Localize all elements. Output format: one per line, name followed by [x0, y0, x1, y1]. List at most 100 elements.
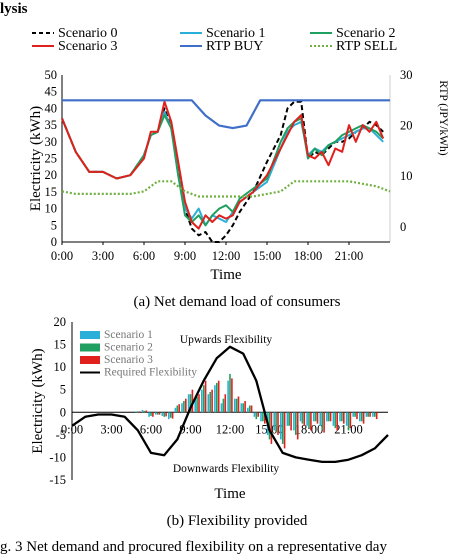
legend-b-swatch-2 — [80, 356, 100, 364]
a-xtick-2: 6:00 — [133, 249, 155, 263]
b-bar-scenario-3-13 — [224, 394, 227, 413]
a-y2tick-0: 0 — [400, 220, 406, 234]
b-bar-scenario-3-24 — [296, 412, 299, 440]
b-xtick-3: 9:00 — [179, 422, 201, 436]
a-series-line-scenario-2 — [61, 114, 384, 227]
b-bar-scenario-3-10 — [204, 380, 207, 413]
b-bar-scenario-1-3 — [154, 412, 157, 415]
b-bar-scenario-3-33 — [356, 412, 358, 420]
b-bar-scenario-1-6 — [174, 407, 177, 413]
a-series-line-rtp-sell — [61, 180, 391, 198]
b-bar-scenario-2-17 — [248, 405, 251, 413]
b-bar-scenario-3-20 — [270, 412, 273, 444]
b-bar-scenario-1-23 — [286, 412, 289, 426]
b-bar-scenario-3-25 — [303, 412, 306, 426]
a-xtick-6: 18:00 — [294, 249, 322, 263]
b-ytick-7: 20 — [54, 315, 67, 329]
b-bar-scenario-1-2 — [148, 412, 150, 417]
b-bar-scenario-3-4 — [165, 412, 167, 417]
b-bar-scenario-2-22 — [281, 412, 284, 444]
a-caption: (a) Net demand load of consumers — [133, 294, 340, 310]
b-bar-scenario-1-28 — [319, 412, 322, 426]
b-bar-scenario-2-32 — [347, 412, 350, 431]
b-bar-scenario-2-28 — [321, 412, 323, 431]
b-bar-scenario-1-18 — [253, 412, 256, 417]
b-bar-scenario-1-13 — [220, 403, 223, 413]
a-xtick-5: 15:00 — [253, 249, 281, 263]
legend-a-label-1: Scenario 1 — [206, 26, 265, 41]
b-bar-scenario-2-31 — [341, 412, 343, 422]
b-bar-scenario-1-29 — [326, 412, 328, 422]
b-bar-scenario-2-5 — [169, 412, 172, 418]
b-annotation-upwards: Upwards Flexibility — [180, 334, 273, 346]
b-bar-scenario-2-13 — [222, 398, 225, 413]
b-bar-scenario-3-18 — [257, 412, 259, 417]
a-series-line-scenario-3 — [61, 100, 385, 230]
a-ytick-2: 10 — [45, 202, 58, 216]
header-fragment: lysis — [0, 1, 28, 17]
legend-a-label-0: Scenario 0 — [58, 26, 117, 41]
b-bar-scenario-3-32 — [349, 412, 352, 429]
a-series-line-scenario-1 — [61, 110, 384, 227]
a-xtick-4: 12:00 — [212, 249, 240, 263]
a-y2tick-2: 20 — [400, 119, 413, 133]
b-bar-scenario-2-30 — [334, 412, 337, 429]
b-bar-scenario-2-35 — [367, 412, 369, 417]
b-bar-scenario-3-26 — [310, 412, 312, 431]
b-bar-scenario-2-10 — [202, 385, 205, 413]
b-bar-scenario-3-6 — [178, 404, 180, 413]
b-bar-scenario-3-30 — [336, 412, 338, 431]
b-bar-scenario-3-28 — [323, 412, 325, 433]
b-xtick-2: 6:00 — [140, 422, 162, 436]
b-bar-scenario-2-18 — [255, 412, 258, 420]
b-bar-scenario-3-29 — [329, 412, 332, 422]
b-bar-scenario-1-8 — [187, 394, 190, 413]
b-bar-scenario-3-19 — [264, 412, 266, 424]
legend-b-label-2: Scenario 3 — [104, 354, 153, 366]
b-bar-scenario-1-15 — [233, 398, 236, 413]
b-bar-scenario-2-0 — [137, 411, 139, 413]
b-ytick-5: 10 — [54, 360, 67, 374]
b-bar-scenario-3-2 — [152, 412, 154, 417]
a-xtick-7: 21:00 — [335, 249, 363, 263]
a-ytick-7: 35 — [45, 118, 58, 132]
a-y2tick-1: 10 — [400, 169, 413, 183]
b-bar-scenario-2-29 — [327, 412, 330, 422]
b-bar-scenario-2-26 — [308, 412, 310, 429]
b-caption: (b) Flexibility provided — [167, 513, 308, 529]
b-bar-scenario-1-16 — [240, 403, 243, 413]
b-bar-scenario-2-15 — [235, 398, 238, 413]
b-bar-scenario-1-10 — [201, 389, 203, 413]
b-bar-scenario-1-31 — [339, 412, 341, 422]
legend-a-label-2: Scenario 2 — [336, 26, 395, 41]
b-bar-scenario-2-23 — [288, 412, 290, 426]
b-bar-scenario-1-27 — [312, 412, 315, 422]
b-bar-scenario-3-31 — [343, 412, 345, 424]
b-bar-scenario-1-22 — [280, 412, 282, 440]
b-bar-scenario-3-21 — [277, 412, 279, 435]
legend-b-swatch-1 — [80, 343, 100, 352]
b-bar-scenario-3-1 — [145, 410, 148, 413]
legend-b-swatch-0 — [80, 331, 100, 339]
b-bar-scenario-1-17 — [247, 407, 249, 413]
b-bar-scenario-2-21 — [275, 412, 277, 433]
b-bar-scenario-1-36 — [372, 412, 374, 417]
b-bar-scenario-3-3 — [158, 412, 161, 415]
b-bar-scenario-2-6 — [176, 405, 179, 413]
b-bar-scenario-1-24 — [293, 412, 295, 431]
b-bar-scenario-1-11 — [207, 394, 210, 413]
legend-b-label-3: Required Flexibility — [104, 367, 197, 379]
b-bar-scenario-1-5 — [168, 412, 170, 420]
b-xtick-1: 3:00 — [100, 422, 122, 436]
b-bar-scenario-3-7 — [185, 398, 187, 413]
b-bar-scenario-3-11 — [211, 389, 213, 413]
b-bar-scenario-2-25 — [301, 412, 304, 424]
b-bar-scenario-1-32 — [345, 412, 348, 426]
b-bar-scenario-2-14 — [229, 373, 231, 413]
a-series-line-scenario-0 — [61, 100, 384, 243]
a-ytick-10: 50 — [45, 68, 58, 82]
b-xtick-0: 0:00 — [61, 422, 83, 436]
b-bar-scenario-2-9 — [196, 396, 198, 413]
a-ylabel: Electricity (kWh) — [28, 106, 44, 211]
b-bar-scenario-1-30 — [332, 412, 335, 426]
